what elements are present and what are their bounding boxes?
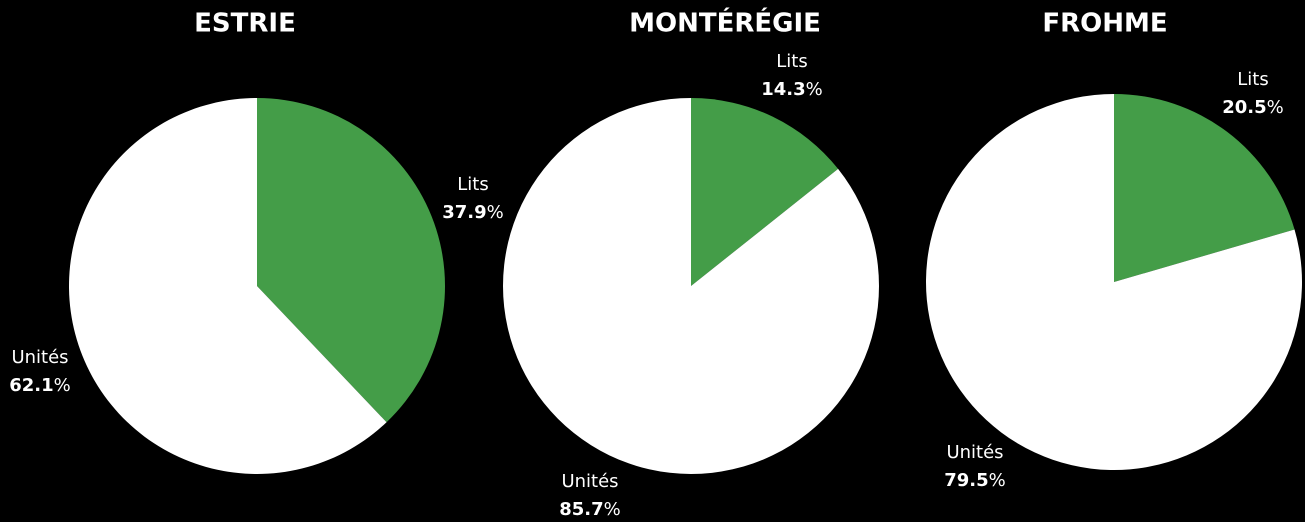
- value-label: 20.5%: [1222, 97, 1284, 118]
- pie-slice: [502, 98, 880, 474]
- pie-slice: [691, 98, 839, 286]
- chart-title: MONTÉRÉGIE: [629, 7, 821, 39]
- pie-slice: [68, 98, 387, 475]
- slice-label: Unités: [946, 442, 1003, 463]
- pie-slice: [1114, 94, 1295, 282]
- chart-title: ESTRIE: [194, 9, 296, 39]
- pie-slice: [257, 98, 445, 423]
- slice-label: Lits: [1237, 69, 1268, 90]
- slice-label: Lits: [457, 174, 488, 195]
- pie-slice: [926, 94, 1302, 470]
- value-label: 79.5%: [944, 470, 1006, 491]
- value-label: 62.1%: [9, 375, 71, 396]
- slice-label: Lits: [776, 51, 807, 72]
- slice-label: Unités: [11, 347, 68, 368]
- value-label: 85.7%: [559, 499, 621, 520]
- value-label: 14.3%: [761, 79, 823, 100]
- slice-label: Unités: [561, 471, 618, 492]
- chart-title: FROHME: [1042, 9, 1167, 39]
- value-label: 37.9%: [442, 202, 504, 223]
